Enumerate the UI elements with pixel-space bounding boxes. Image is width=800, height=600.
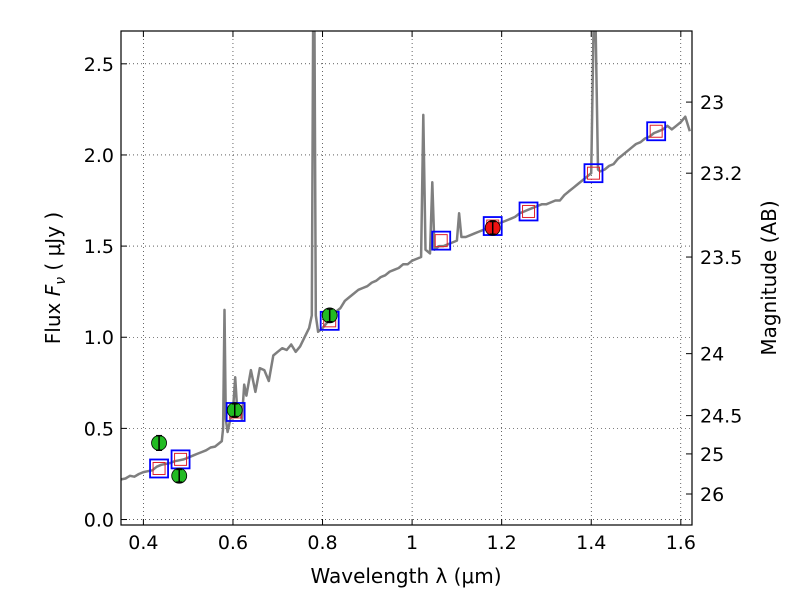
y-tick-label: 0.0: [84, 510, 114, 532]
model-box-inner: [152, 461, 166, 475]
spectrum-line: [121, 31, 691, 481]
y-tick-label: 1.0: [84, 327, 114, 349]
right-tick-label: 23.2: [700, 163, 742, 185]
y-axis-label-right: Magnitude (AB): [757, 200, 781, 355]
x-axis-label: Wavelength λ (μm): [310, 564, 501, 588]
x-tick-label: 0.4: [128, 532, 158, 554]
y-axis-left: 0.0 0.5 1.0 1.5 2.0 2.5: [84, 54, 127, 532]
right-tick-label: 25: [700, 444, 724, 466]
y-axis-right: 23 23.2 23.5 24 24.5 25 26: [686, 92, 742, 506]
right-tick-label: 23: [700, 92, 724, 114]
right-tick-label: 24: [700, 344, 724, 366]
model-box: [431, 230, 452, 251]
model-box-inner: [586, 166, 600, 180]
model-box-inner: [522, 204, 536, 218]
x-tick-label: 1.4: [576, 532, 606, 554]
model-box-inner: [174, 452, 188, 466]
model-box: [583, 163, 604, 184]
y-axis-label-left: Flux Fν ( μJy ): [41, 212, 69, 344]
right-tick-label: 24.5: [700, 406, 742, 428]
y-tick-label: 0.5: [84, 418, 114, 440]
right-tick-label: 26: [700, 484, 724, 506]
model-box: [646, 121, 667, 142]
plot-frame: [120, 30, 693, 526]
y-tick-label: 2.0: [84, 145, 114, 167]
x-tick-label: 0.8: [307, 532, 337, 554]
right-tick-label: 23.5: [700, 247, 742, 269]
model-box-inner: [434, 234, 448, 248]
model-box: [149, 458, 169, 479]
x-tick-label: 1.6: [666, 532, 696, 554]
plot-area: [121, 31, 691, 484]
x-tick-label: 1: [406, 532, 418, 554]
y-tick-label: 1.5: [84, 236, 114, 258]
x-axis: 0.4 0.6 0.8 1 1.2 1.4 1.6: [128, 31, 696, 554]
y-tick-label: 2.5: [84, 54, 114, 76]
x-tick-label: 0.6: [218, 532, 248, 554]
x-tick-label: 1.2: [487, 532, 517, 554]
model-box-inner: [649, 124, 663, 138]
model-box: [518, 201, 539, 222]
